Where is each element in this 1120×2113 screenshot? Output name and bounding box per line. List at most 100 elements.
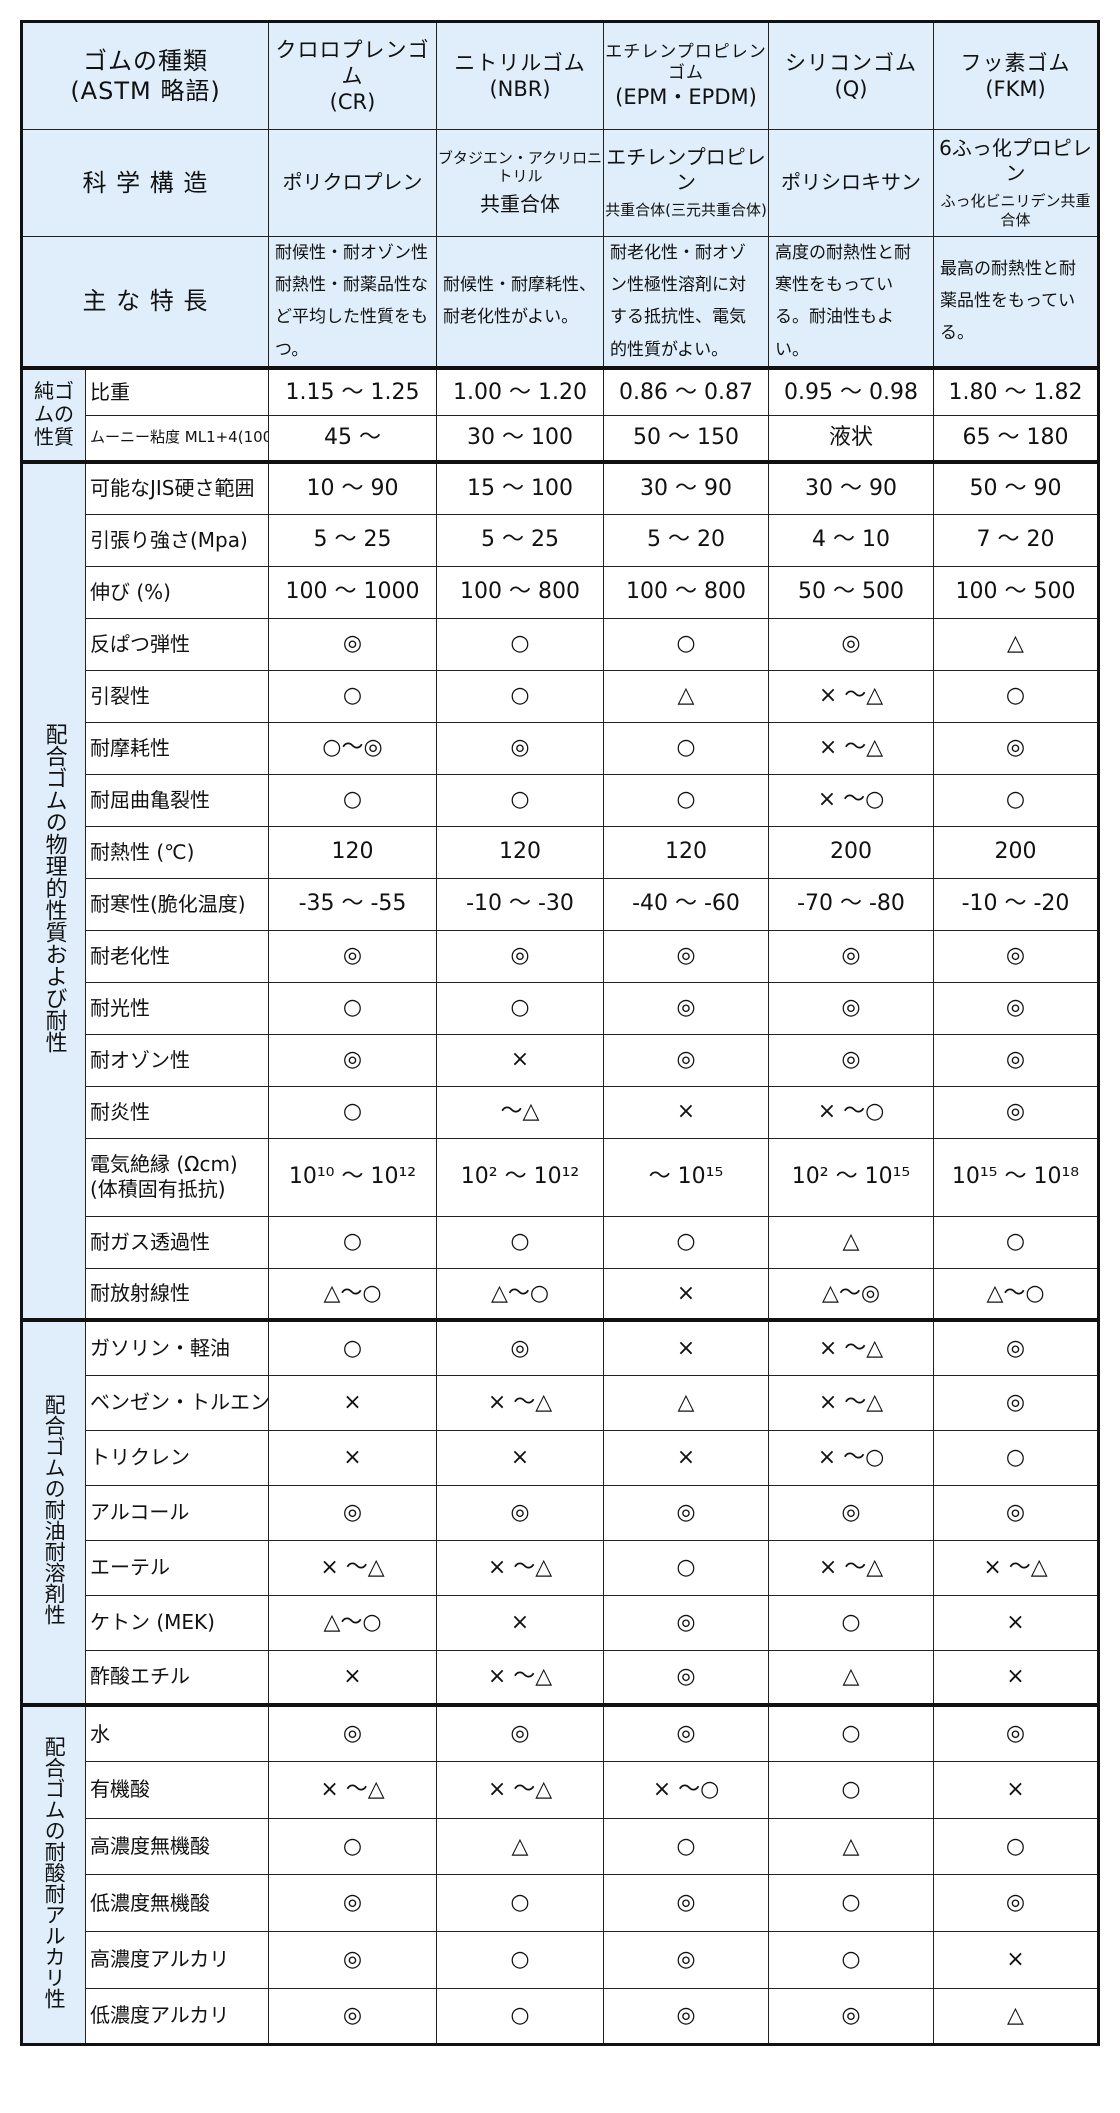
row-label-text: 反ぱつ弾性 xyxy=(90,631,190,656)
table-row: 耐光性 ○ ○ ◎ ◎ ◎ xyxy=(22,981,1099,1035)
group-label-cell: 配合ゴムの物理的性質および耐性 xyxy=(21,460,86,1321)
rubber-name: エチレンプロピレンゴム xyxy=(605,41,767,83)
row-label: 高濃度アルカリ xyxy=(85,1931,269,1989)
value-cell: ◎ xyxy=(603,1874,769,1932)
value-cell: ◎ xyxy=(768,981,934,1035)
value-cell: × ～△ xyxy=(268,1539,437,1596)
value-cell: × ～△ xyxy=(436,1649,604,1706)
value-cell: △ xyxy=(768,1215,934,1269)
value-cell: 100 ～ 500 xyxy=(933,565,1099,619)
rubber-name-cell: シリコンゴム (Q) xyxy=(768,21,934,130)
structure-cell: 6ふっ化プロピレン ふっ化ビニリデン共重合体 xyxy=(933,129,1099,237)
value-cell: △ xyxy=(768,1649,934,1706)
features-header: 主 な 特 長 xyxy=(21,235,269,369)
row-label: 伸び (%) xyxy=(85,565,269,619)
row-label-text: 電気絶縁 (Ωcm) xyxy=(90,1152,238,1176)
value-cell: ○ xyxy=(603,1215,769,1269)
value-cell: 100 ～ 1000 xyxy=(268,565,437,619)
table-row: ベンゼン・トルエン × × ～△ △ × ～△ ◎ xyxy=(22,1374,1099,1431)
value-cell: ◎ xyxy=(436,929,604,983)
value-cell: ○ xyxy=(603,773,769,827)
row-label: アルコール xyxy=(85,1484,269,1541)
value-cell: ◎ xyxy=(268,1874,437,1932)
row-label-text: ベンゼン・トルエン xyxy=(90,1390,269,1414)
row-label-text: エーテル xyxy=(90,1555,170,1579)
group-label: 純ゴムの性質 xyxy=(34,378,74,449)
rubber-type-header: ゴムの種類 (ASTM 略語) xyxy=(21,21,269,130)
row-label-text: 耐放射線性 xyxy=(90,1280,190,1305)
rubber-abbr: (CR) xyxy=(329,90,376,115)
table-row: 耐寒性(脆化温度) -35 ～ -55 -10 ～ -30 -40 ～ -60 -70 … xyxy=(22,877,1099,931)
value-cell: ○ xyxy=(268,1085,437,1139)
row-label: 耐摩耗性 xyxy=(85,721,269,775)
value-cell: × xyxy=(268,1649,437,1706)
table-row: 酢酸エチル × × ～△ ◎ △ × xyxy=(22,1649,1099,1706)
value-cell: ◎ xyxy=(603,981,769,1035)
row-label-text: トリクレン xyxy=(90,1445,190,1469)
row-label: 耐屈曲亀裂性 xyxy=(85,773,269,827)
value-cell: × xyxy=(603,1267,769,1321)
row-label-text: 有機酸 xyxy=(90,1777,150,1802)
features-cell: 高度の耐熱性と耐寒性をもっている。耐油性もよい。 xyxy=(768,235,934,369)
row-label-text: 耐寒性(脆化温度) xyxy=(90,891,246,916)
table-row: 耐ガス透過性 ○ ○ ○ △ ○ xyxy=(22,1215,1099,1269)
row-label: 水 xyxy=(85,1703,269,1763)
value-cell: 7 ～ 20 xyxy=(933,513,1099,567)
row-label: ベンゼン・トルエン xyxy=(85,1374,269,1431)
row-label: 高濃度無機酸 xyxy=(85,1817,269,1876)
value-cell: × ～△ xyxy=(768,669,934,723)
value-cell: ○ xyxy=(436,669,604,723)
table-row: 耐オゾン性 ◎ × ◎ ◎ ◎ xyxy=(22,1033,1099,1087)
table-row: 有機酸 × ～△ × ～△ × ～○ ○ × xyxy=(22,1761,1099,1819)
astm-abbr-label: (ASTM 略語) xyxy=(70,77,221,105)
table-row: アルコール ◎ ◎ ◎ ◎ ◎ xyxy=(22,1484,1099,1541)
value-cell: 1.00 ～ 1.20 xyxy=(436,366,604,416)
value-cell: ○ xyxy=(933,773,1099,827)
value-cell: △～○ xyxy=(268,1594,437,1651)
row-label-text: アルコール xyxy=(90,1500,190,1524)
value-cell: × ～△ xyxy=(436,1539,604,1596)
value-cell: × ～△ xyxy=(436,1374,604,1431)
value-cell: 5 ～ 25 xyxy=(436,513,604,567)
value-cell: ○ xyxy=(268,1318,437,1376)
value-cell: 100 ～ 800 xyxy=(436,565,604,619)
value-cell: ◎ xyxy=(603,1987,769,2046)
features-cell: 耐老化性・耐オゾン性極性溶剤に対する抵抗性、電気的性質がよい。 xyxy=(603,235,769,369)
table-row: 配合ゴムの耐酸耐アルカリ性水 ◎ ◎ ◎ ○ ◎ xyxy=(21,1703,1099,2046)
value-cell: ○ xyxy=(436,1874,604,1932)
value-cell: ◎ xyxy=(933,1085,1099,1139)
group-label: 配合ゴムの物理的性質および耐性 xyxy=(41,722,67,1053)
value-cell: ◎ xyxy=(768,1987,934,2046)
row-label: ガソリン・軽油 xyxy=(85,1318,269,1376)
value-cell: 5 ～ 20 xyxy=(603,513,769,567)
row-label: 耐寒性(脆化温度) xyxy=(85,877,269,931)
value-cell: ◎ xyxy=(768,929,934,983)
value-cell: × xyxy=(933,1931,1099,1989)
row-label: 耐老化性 xyxy=(85,929,269,983)
table-row: ケトン (MEK) △～○ × ◎ ○ × xyxy=(22,1594,1099,1651)
row-label: 電気絶縁 (Ωcm) (体積固有抵抗) xyxy=(85,1137,269,1217)
value-cell: ～ 10¹⁵ xyxy=(603,1137,769,1217)
value-cell: ○ xyxy=(436,981,604,1035)
rubber-name-cell: ニトリルゴム (NBR) xyxy=(436,21,604,130)
value-cell: ◎ xyxy=(268,929,437,983)
value-cell: ◎ xyxy=(933,1374,1099,1431)
value-cell: × ～△ xyxy=(268,1761,437,1819)
value-cell: △ xyxy=(768,1817,934,1876)
table-row: 配合ゴムの耐油耐溶剤性 ガソリン・軽油 ○ ◎ × × ～△ ◎ xyxy=(21,1318,1099,1706)
value-cell: ○ xyxy=(768,1703,934,1763)
value-cell: ○ xyxy=(933,1429,1099,1486)
value-cell: × xyxy=(268,1374,437,1431)
row-label-text: 引張り強さ(Mpa) xyxy=(90,527,248,552)
row-label: 耐光性 xyxy=(85,981,269,1035)
row-label-text: 伸び (%) xyxy=(90,579,171,604)
rubber-abbr: (NBR) xyxy=(489,77,551,101)
value-cell: ◎ xyxy=(436,721,604,775)
value-cell: ○ xyxy=(768,1761,934,1819)
row-label: 可能なJIS硬さ範囲 xyxy=(85,460,269,515)
value-cell: 65 ～ 180 xyxy=(933,414,1099,463)
table-row: 純ゴムの性質 比重 1.15 ～ 1.25 1.00 ～ 1.20 0.86 ～ 0.8… xyxy=(21,366,1099,463)
value-cell: ○ xyxy=(768,1594,934,1651)
value-cell: ○ xyxy=(436,1987,604,2046)
rubber-abbr: (Q) xyxy=(834,77,868,101)
